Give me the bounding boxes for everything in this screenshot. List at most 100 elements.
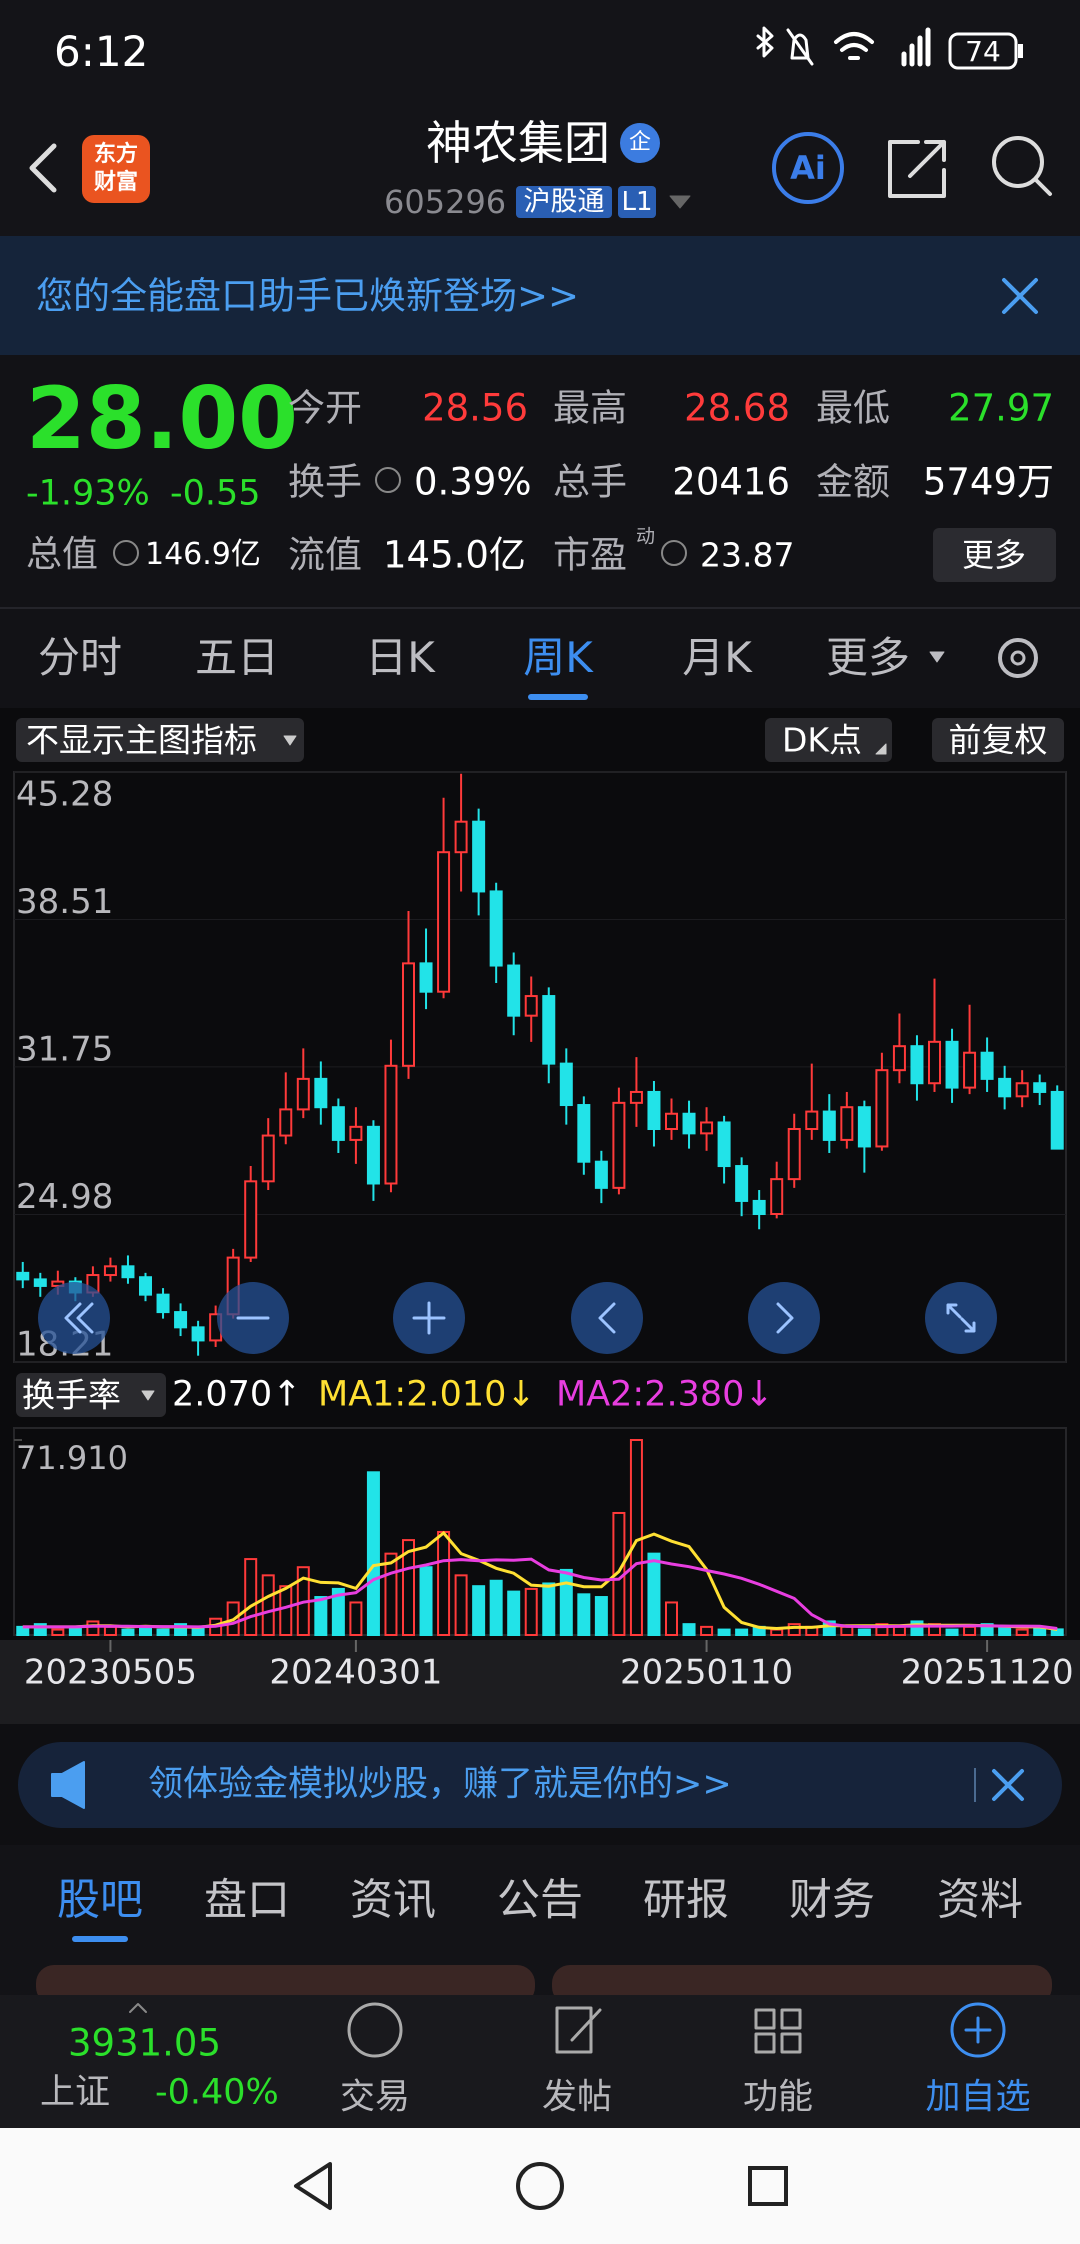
candle-body <box>542 995 556 1065</box>
candle-body <box>384 1064 398 1185</box>
turnover-bar <box>349 1601 363 1637</box>
nav-icon[interactable] <box>347 2002 403 2058</box>
dropdown <box>283 735 297 746</box>
field-value: 0.39% <box>414 460 532 504</box>
nav-label[interactable]: 加自选 <box>925 2077 1031 2118</box>
stock-code: 605296 <box>384 183 507 221</box>
share-button[interactable] <box>888 140 946 198</box>
field-value: 23.87 <box>700 535 795 575</box>
system-back[interactable] <box>294 2162 332 2210</box>
ai-label[interactable]: Ai <box>790 149 826 187</box>
nav-icon[interactable] <box>950 2002 1006 2058</box>
candle-body <box>840 1106 854 1141</box>
period-tab[interactable]: 月K <box>682 633 752 682</box>
more-label[interactable]: 更多 <box>961 536 1027 574</box>
field-value: 5749万 <box>922 460 1054 504</box>
candle-body <box>963 1051 977 1089</box>
nav-icon[interactable] <box>754 2008 802 2054</box>
period-tab[interactable]: 五日 <box>194 633 280 682</box>
content-tab[interactable]: 盘口 <box>204 1875 290 1926</box>
tag: 沪股通 <box>523 186 605 218</box>
nav-label[interactable]: 发帖 <box>541 2077 613 2118</box>
content-tab[interactable]: 研报 <box>643 1875 729 1926</box>
level-bg <box>618 186 656 218</box>
dk-label[interactable]: DK点 <box>781 720 863 760</box>
candle-body <box>805 1110 819 1131</box>
period-tab[interactable]: 日K <box>365 633 435 682</box>
turnover-bar <box>244 1558 258 1637</box>
candle-body <box>16 1271 30 1281</box>
field-value: 20416 <box>672 460 790 504</box>
turnover-bar <box>472 1585 486 1636</box>
turnover-bar <box>261 1574 275 1636</box>
ai-button[interactable] <box>772 132 844 204</box>
promo-bar[interactable] <box>18 1742 1062 1828</box>
stock-name: 神农集团 <box>426 116 610 170</box>
turnover-bar <box>700 1625 714 1637</box>
adjust-button[interactable] <box>932 718 1064 762</box>
settings-button[interactable] <box>998 638 1038 678</box>
chart-control[interactable] <box>571 1282 643 1354</box>
turnover-bar <box>629 1439 643 1636</box>
indicator-name[interactable]: 换手率 <box>22 1375 121 1415</box>
separator <box>974 1768 976 1802</box>
turnover-bar <box>787 1623 801 1636</box>
search-button[interactable] <box>992 136 1044 188</box>
dk-button[interactable] <box>765 718 892 762</box>
system-home[interactable] <box>516 2162 564 2210</box>
indicator-select[interactable] <box>16 718 304 762</box>
period-tab[interactable]: 分时 <box>37 633 123 682</box>
nav-label[interactable]: 功能 <box>742 2077 814 2118</box>
chart-control[interactable] <box>748 1282 820 1354</box>
banner-text[interactable]: 您的全能盘口助手已焕新登场>> <box>36 274 580 318</box>
turnover-bar <box>577 1593 591 1636</box>
content-tab[interactable]: 公告 <box>497 1875 583 1926</box>
indicator-select-label[interactable]: 不显示主图指标 <box>26 720 257 760</box>
dropdown <box>669 195 691 209</box>
settings-hub <box>1010 650 1026 666</box>
nav-icon[interactable] <box>555 2006 602 2054</box>
candle-body <box>665 1112 678 1131</box>
turnover-bar <box>489 1579 503 1636</box>
period-tab[interactable]: 更多 <box>825 633 911 682</box>
chart-control[interactable] <box>38 1282 110 1354</box>
divider <box>0 607 1080 609</box>
system-recents[interactable] <box>748 2166 788 2206</box>
candle-body <box>700 1121 714 1135</box>
icon <box>598 1302 616 1334</box>
turnover-bar <box>665 1601 678 1637</box>
more-button[interactable] <box>933 528 1056 582</box>
back-button[interactable] <box>29 143 57 193</box>
corner <box>875 743 887 755</box>
info-icon <box>375 467 401 493</box>
candle-body <box>945 1040 959 1089</box>
promo-close[interactable] <box>992 1769 1024 1801</box>
field-label: 总值 <box>26 534 99 575</box>
nav-label[interactable]: 交易 <box>339 2077 411 2118</box>
turnover-bar <box>980 1623 994 1636</box>
info-icon <box>113 540 139 566</box>
change-pct: -1.93% <box>26 473 150 514</box>
content-tab[interactable]: 资料 <box>937 1875 1023 1926</box>
adjust-label[interactable]: 前复权 <box>948 720 1048 760</box>
icon <box>64 1302 94 1334</box>
candle-body <box>770 1178 784 1216</box>
turnover-bar <box>51 1628 65 1636</box>
indicator-select[interactable] <box>16 1373 166 1417</box>
banner-bg <box>0 236 1080 355</box>
banner-close[interactable] <box>1002 278 1038 314</box>
content-tab[interactable]: 资讯 <box>350 1875 436 1926</box>
content-tab[interactable]: 财务 <box>789 1875 875 1926</box>
field-label: 金额 <box>816 460 890 504</box>
candle-body <box>191 1326 205 1342</box>
candle-body <box>735 1165 749 1202</box>
turnover-bar <box>402 1539 415 1637</box>
promo-text[interactable]: 领体验金模拟炒股，赚了就是你的>> <box>148 1764 732 1805</box>
field-label: 换手 <box>288 460 362 504</box>
field-label: 总手 <box>553 460 627 504</box>
period-tab[interactable]: 周K <box>523 633 593 682</box>
content-tab[interactable]: 股吧 <box>57 1875 143 1926</box>
candle-body <box>279 1108 293 1137</box>
